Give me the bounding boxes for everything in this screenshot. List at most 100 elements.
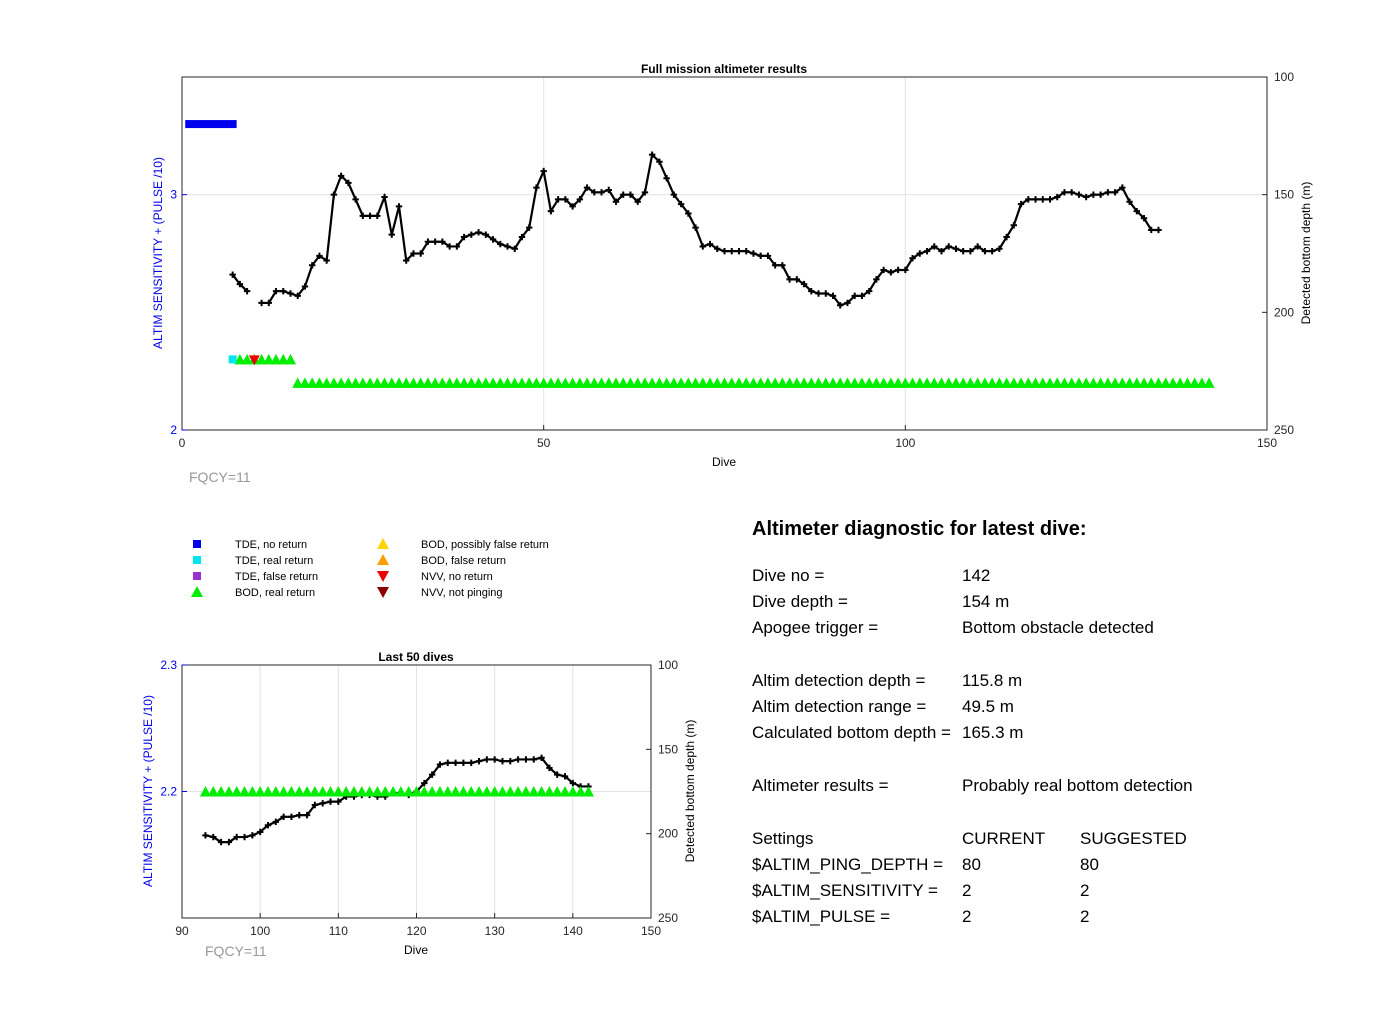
bod-real-return-marker <box>682 377 694 388</box>
bod-real-return-marker <box>379 786 391 797</box>
dive-no-value: 142 <box>962 566 991 585</box>
bod-real-return-marker <box>885 377 897 388</box>
detection-depth-label: Altim detection depth = <box>752 671 926 690</box>
bod-real-return-marker <box>523 377 535 388</box>
pulse-label: $ALTIM_PULSE = <box>752 907 891 926</box>
bod-real-return-marker <box>551 786 563 797</box>
depth-line <box>261 152 1159 307</box>
depth-point <box>444 759 451 767</box>
bod-real-return-marker <box>899 377 911 388</box>
depth-point <box>1003 233 1010 241</box>
bod-real-return-marker <box>870 377 882 388</box>
bod-real-return-marker <box>1001 377 1013 388</box>
depth-point <box>902 266 909 274</box>
y-right-tick-label: 200 <box>1274 305 1294 319</box>
bod-real-return-marker <box>239 786 251 797</box>
depth-point <box>403 257 410 264</box>
suggested-header: SUGGESTED <box>1080 829 1187 848</box>
depth-point <box>337 172 345 180</box>
detection-range-value: 49.5 m <box>962 697 1014 716</box>
depth-point <box>576 196 584 203</box>
bod-real-return-marker <box>603 377 615 388</box>
bod-real-return-marker <box>487 377 499 388</box>
bod-real-return-marker <box>820 377 832 388</box>
depth-point <box>236 280 244 288</box>
bod-real-return-marker <box>357 377 369 388</box>
depth-point <box>916 250 923 257</box>
bod-real-return-marker <box>784 377 796 388</box>
depth-point <box>225 838 233 846</box>
bod-real-return-marker <box>813 377 825 388</box>
bod-real-return-marker <box>277 353 289 365</box>
depth-point <box>1097 191 1104 198</box>
legend-label: TDE, no return <box>235 539 307 551</box>
apogee-value: Bottom obstacle detected <box>962 618 1154 637</box>
depth-point <box>663 174 670 182</box>
depth-point <box>460 759 467 767</box>
depth-point <box>258 299 265 307</box>
apogee-row: Apogee trigger = Bottom obstacle detected <box>752 615 1372 641</box>
x-tick-label: 120 <box>406 924 426 938</box>
tde-no-return-marker <box>185 120 237 129</box>
bod-real-return-marker <box>559 377 571 388</box>
depth-point <box>446 243 453 250</box>
depth-point <box>229 271 236 278</box>
depth-point <box>288 813 295 820</box>
bod-real-return-marker <box>1124 377 1136 388</box>
depth-point <box>569 203 576 210</box>
top-x-ticks: 0 50 100 150 <box>179 425 1277 450</box>
y-right-tick-label: 250 <box>658 911 678 925</box>
bod-real-return-marker <box>504 786 516 797</box>
x-tick-label: 100 <box>895 436 915 450</box>
bod-real-return-marker <box>928 377 940 388</box>
bod-real-return-marker <box>234 353 246 365</box>
depth-point <box>583 184 591 191</box>
depth-point <box>641 189 649 196</box>
depth-point <box>309 262 316 269</box>
bod-real-return-marker <box>661 377 673 388</box>
bod-real-return-marker <box>798 377 810 388</box>
settings-label: Settings <box>752 829 814 848</box>
bod-real-return-marker <box>588 377 600 388</box>
bod-real-return-marker <box>215 786 227 797</box>
top-x-axis-label: Dive <box>712 455 736 469</box>
depth-point <box>634 198 641 205</box>
legend-marker <box>377 554 389 565</box>
bod-real-return-marker <box>567 377 579 388</box>
bod-real-return-marker <box>834 377 846 388</box>
bod-real-return-marker <box>979 377 991 388</box>
depth-point <box>728 247 735 255</box>
depth-point <box>327 798 334 805</box>
depth-point <box>241 833 248 841</box>
bod-real-return-marker <box>293 786 305 797</box>
depth-point <box>345 179 352 187</box>
nvv-no-return-marker <box>248 355 260 366</box>
bod-real-return-marker <box>444 377 456 388</box>
bod-real-return-marker <box>465 786 477 797</box>
depth-point <box>460 233 468 241</box>
top-chart-marks <box>185 120 1215 388</box>
diagnostic-panel: Altimeter diagnostic for latest dive: Di… <box>752 518 1372 930</box>
depth-point <box>483 756 491 763</box>
bod-real-return-marker <box>972 377 984 388</box>
depth-point <box>1104 189 1112 196</box>
top-y-ticks-left: 23 <box>170 188 187 437</box>
bod-real-return-marker <box>520 786 532 797</box>
depth-point <box>1039 196 1046 203</box>
x-tick-label: 50 <box>537 436 551 450</box>
bod-real-return-marker <box>340 786 352 797</box>
bod-real-return-marker <box>639 377 651 388</box>
bod-real-return-marker <box>496 786 508 797</box>
legend-label: NVV, not pinging <box>421 587 503 599</box>
bod-real-return-marker <box>364 786 376 797</box>
bod-real-return-marker <box>254 786 266 797</box>
depth-point <box>522 756 530 763</box>
y-right-tick-label: 150 <box>658 742 678 756</box>
depth-point <box>514 756 522 763</box>
bod-real-return-marker <box>1051 377 1063 388</box>
bod-real-return-marker <box>1145 377 1157 388</box>
bod-real-return-marker <box>849 377 861 388</box>
depth-point <box>294 292 301 300</box>
depth-point <box>822 290 829 297</box>
